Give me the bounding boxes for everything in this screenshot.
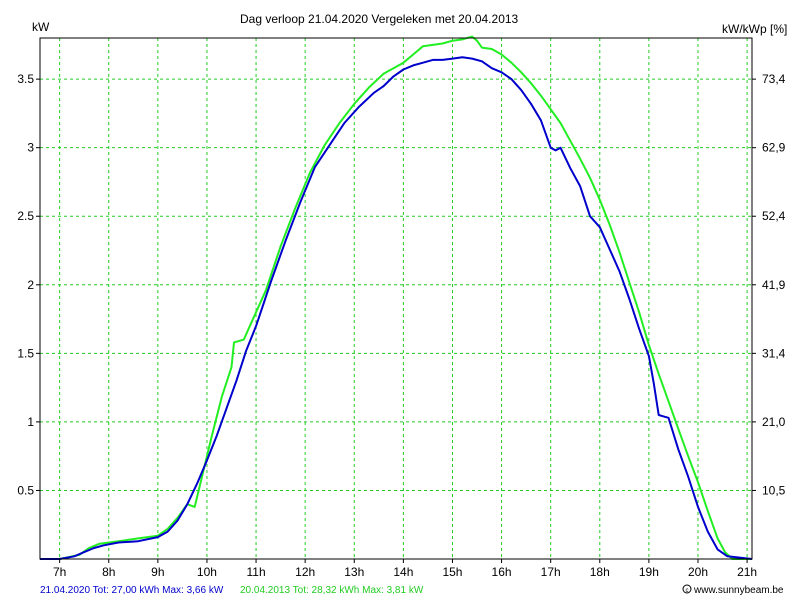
y-tick-label: 0.5 — [17, 483, 34, 497]
x-tick-label: 17h — [541, 565, 561, 579]
x-tick-label: 20h — [688, 565, 708, 579]
series-line-2013 — [40, 35, 752, 560]
x-tick-label: 19h — [639, 565, 659, 579]
x-tick-label: 8h — [102, 565, 115, 579]
y2-tick-label: 41,9 — [762, 278, 786, 292]
y2-tick-label: 10,5 — [762, 483, 786, 497]
y2-tick-label: 73,4 — [762, 72, 786, 86]
y-tick-label: 3 — [27, 141, 34, 155]
y2-tick-label: 62,9 — [762, 141, 786, 155]
x-tick-label: 21h — [737, 565, 757, 579]
x-tick-label: 13h — [344, 565, 364, 579]
y-tick-label: 3.5 — [17, 72, 34, 86]
x-tick-label: 15h — [442, 565, 462, 579]
y2-tick-label: 52,4 — [762, 209, 786, 223]
x-tick-label: 9h — [151, 565, 164, 579]
x-tick-label: 16h — [492, 565, 512, 579]
x-tick-label: 18h — [590, 565, 610, 579]
y-tick-label: 1 — [27, 415, 34, 429]
y2-tick-label: 31,4 — [762, 346, 786, 360]
y-axis-label-right: kW/kWp [%] — [722, 22, 787, 36]
x-tick-label: 10h — [197, 565, 217, 579]
credit: c www.sunnybeam.be — [682, 584, 784, 596]
x-tick-label: 11h — [246, 565, 265, 579]
y-tick-label: 2.5 — [17, 209, 34, 223]
copyright-glyph: c — [686, 588, 689, 594]
y-axis-label-left: kW — [32, 20, 50, 34]
y-tick-label: 2 — [27, 278, 34, 292]
y-tick-label: 1.5 — [17, 346, 34, 360]
copyright-icon — [682, 584, 692, 594]
x-tick-label: 12h — [295, 565, 315, 579]
series-lines — [40, 35, 753, 560]
legend-2013: 20.04.2013 Tot: 28,32 kWh Max: 3,81 kW — [240, 585, 424, 596]
grid — [40, 38, 752, 559]
y2-tick-label: 21,0 — [762, 415, 786, 429]
tick-labels: 7h 8h 9h 10h 11h 12h 13h 14h 15h 16h 17h 18h 19h 20h 2… — [17, 72, 785, 579]
credit-text: www.sunnybeam.be — [693, 585, 784, 596]
x-tick-label: 14h — [393, 565, 413, 579]
x-tick-label: 7h — [53, 565, 66, 579]
chart-title: Dag verloop 21.04.2020 Vergeleken met 20… — [240, 12, 519, 26]
legend-2020: 21.04.2020 Tot: 27,00 kWh Max: 3,66 kW — [40, 585, 224, 596]
plot-frame — [39, 37, 753, 560]
series-line-2020 — [40, 56, 753, 560]
